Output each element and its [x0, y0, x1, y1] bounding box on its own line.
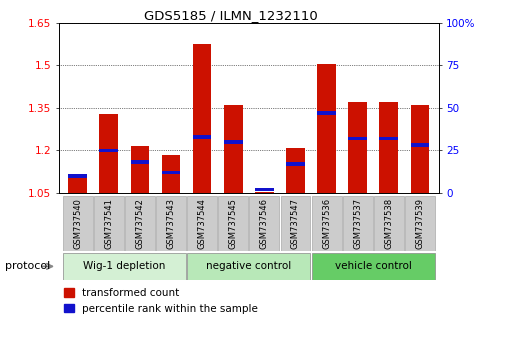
Text: protocol: protocol [5, 261, 50, 272]
Bar [286, 148, 305, 193]
Bar [100, 149, 118, 152]
Text: GSM737543: GSM737543 [167, 198, 175, 249]
Text: GSM737546: GSM737546 [260, 198, 269, 249]
Bar [131, 160, 149, 164]
Bar [348, 137, 367, 141]
Text: negative control: negative control [206, 261, 291, 272]
Bar [312, 253, 435, 280]
Bar [63, 196, 93, 251]
Bar [343, 196, 372, 251]
Bar [281, 196, 310, 251]
Text: GSM737547: GSM737547 [291, 198, 300, 249]
Bar [317, 111, 336, 115]
Bar [380, 102, 398, 193]
Bar [193, 44, 211, 193]
Bar [405, 196, 435, 251]
Text: GSM737545: GSM737545 [229, 198, 238, 249]
Bar [63, 253, 186, 280]
Bar [131, 146, 149, 193]
Bar [94, 196, 124, 251]
Bar [100, 114, 118, 193]
Legend: transformed count, percentile rank within the sample: transformed count, percentile rank withi… [64, 289, 258, 314]
Text: GSM737544: GSM737544 [198, 198, 207, 249]
Bar [317, 64, 336, 193]
Bar [219, 196, 248, 251]
Text: GSM737539: GSM737539 [416, 198, 424, 249]
Text: GSM737542: GSM737542 [135, 198, 144, 249]
Bar [187, 196, 217, 251]
Bar [162, 171, 181, 175]
Bar [156, 196, 186, 251]
Bar [68, 174, 87, 178]
Bar [224, 105, 243, 193]
Bar [286, 162, 305, 166]
Bar [410, 143, 429, 147]
Text: GSM737541: GSM737541 [104, 198, 113, 249]
Bar [255, 192, 274, 193]
Text: GSM737540: GSM737540 [73, 198, 82, 249]
Bar [125, 196, 155, 251]
Text: vehicle control: vehicle control [335, 261, 412, 272]
Bar [193, 135, 211, 139]
Bar [410, 105, 429, 193]
Bar [374, 196, 404, 251]
Text: GSM737536: GSM737536 [322, 198, 331, 249]
Bar [255, 188, 274, 192]
Bar [162, 155, 181, 193]
Bar [348, 102, 367, 193]
Bar [312, 196, 342, 251]
Bar [249, 196, 279, 251]
Bar [68, 176, 87, 193]
Bar [187, 253, 310, 280]
Text: Wig-1 depletion: Wig-1 depletion [83, 261, 166, 272]
Bar [380, 137, 398, 141]
Text: GDS5185 / ILMN_1232110: GDS5185 / ILMN_1232110 [144, 9, 318, 22]
Bar [224, 140, 243, 144]
Text: GSM737538: GSM737538 [384, 198, 393, 249]
Text: GSM737537: GSM737537 [353, 198, 362, 249]
